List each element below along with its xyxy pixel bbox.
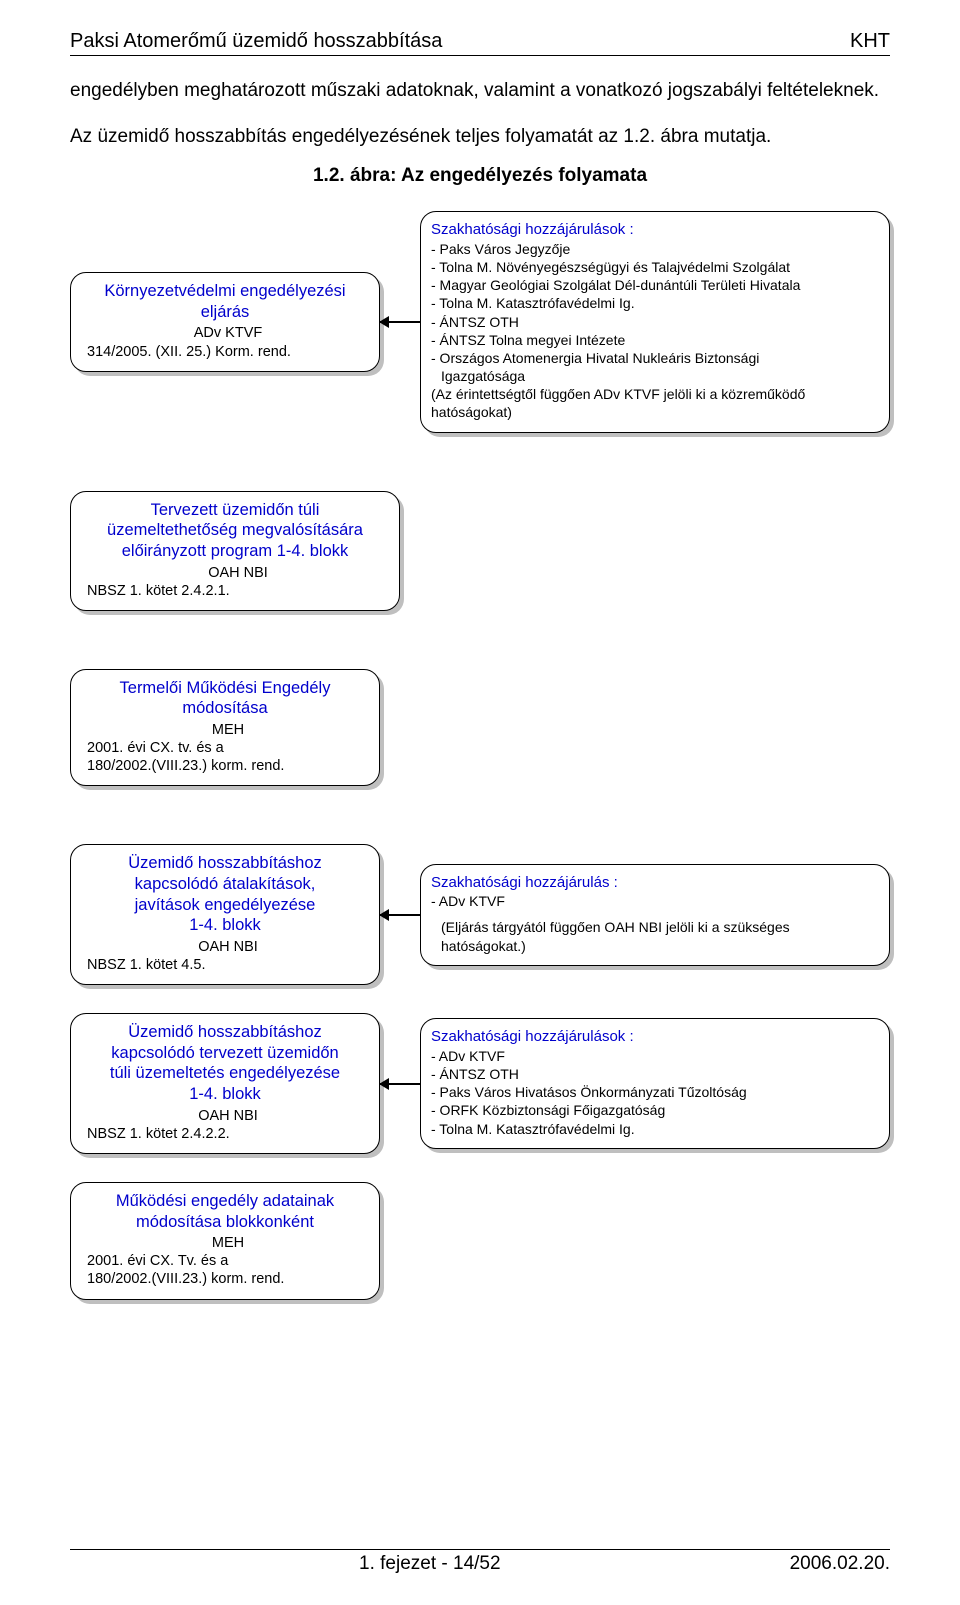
node-sub: NBSZ 1. kötet 2.4.2.2. — [81, 1125, 369, 1143]
intro-paragraph-1: engedélyben meghatározott műszaki adatok… — [70, 78, 890, 104]
node-title-line: előirányzott program 1-4. blokk — [122, 542, 349, 560]
annotation-line: hatóságokat.) — [431, 937, 879, 955]
node-title-line: 1-4. blokk — [189, 1085, 261, 1103]
annotation-line: (Eljárás tárgyától függően OAH NBI jelöl… — [431, 918, 879, 936]
diagram-row-3: Termelői Működési Engedély módosítása ME… — [70, 669, 890, 787]
diagram-row-5: Üzemidő hosszabbításhoz kapcsolódó terve… — [70, 1013, 890, 1154]
node-sub: 2001. évi CX. tv. és a — [81, 739, 369, 757]
page-header: Paksi Atomerőmű üzemidő hosszabbítása KH… — [70, 30, 890, 56]
node-title-line: kapcsolódó tervezett üzemidőn — [111, 1044, 338, 1062]
node-title-line: Működési engedély adatainak — [116, 1192, 334, 1210]
node-title-line: eljárás — [201, 303, 250, 321]
header-left: Paksi Atomerőmű üzemidő hosszabbítása — [70, 30, 442, 53]
annotation-authorities-1: Szakhatósági hozzájárulások : - Paks Vár… — [420, 211, 890, 432]
diagram-row-2: Tervezett üzemidőn túli üzemeltethetőség… — [70, 491, 890, 611]
annotation-header: Szakhatósági hozzájárulások : — [431, 221, 634, 238]
annotation-body: Szakhatósági hozzájárulások : - ADv KTVF… — [431, 1027, 879, 1137]
node-sub: 180/2002.(VIII.23.) korm. rend. — [81, 757, 369, 775]
annotation-line: hatóságokat) — [431, 403, 879, 421]
node-sub: MEH — [81, 1234, 369, 1252]
page-footer: 1. fejezet - 14/52 2006.02.20. — [70, 1549, 890, 1575]
node-sub: 180/2002.(VIII.23.) korm. rend. — [81, 1270, 369, 1288]
annotation-authorities-3: Szakhatósági hozzájárulások : - ADv KTVF… — [420, 1018, 890, 1148]
connector-arrow — [380, 321, 420, 323]
node-title-line: Üzemidő hosszabbításhoz — [128, 854, 322, 872]
annotation-body: Szakhatósági hozzájárulások : - Paks Vár… — [431, 220, 879, 421]
header-right: KHT — [850, 30, 890, 53]
annotation-line: - ADv KTVF — [431, 892, 879, 910]
footer-right: 2006.02.20. — [790, 1553, 890, 1575]
page: Paksi Atomerőmű üzemidő hosszabbítása KH… — [0, 0, 960, 1605]
annotation-authorities-2: Szakhatósági hozzájárulás : - ADv KTVF (… — [420, 864, 890, 966]
node-planned-lifetime: Tervezett üzemidőn túli üzemeltethetőség… — [70, 491, 400, 611]
node-title-line: túli üzemeltetés engedélyezése — [110, 1064, 340, 1082]
annotation-body: Szakhatósági hozzájárulás : - ADv KTVF (… — [431, 873, 879, 955]
node-modifications-permit: Üzemidő hosszabbításhoz kapcsolódó átala… — [70, 844, 380, 985]
node-title: Tervezett üzemidőn túli üzemeltethetőség… — [81, 500, 389, 562]
annotation-line: - ORFK Közbiztonsági Főigazgatóság — [431, 1101, 879, 1119]
node-sub: OAH NBI — [81, 1107, 369, 1125]
node-title: Működési engedély adatainak módosítása b… — [81, 1191, 369, 1232]
node-title-line: Környezetvédelmi engedélyezési — [104, 282, 345, 300]
node-title-line: Termelői Működési Engedély — [120, 679, 331, 697]
node-title-line: kapcsolódó átalakítások, — [135, 875, 316, 893]
figure-caption: 1.2. ábra: Az engedélyezés folyamata — [70, 165, 890, 187]
node-env-permit: Környezetvédelmi engedélyezési eljárás A… — [70, 272, 380, 372]
annotation-line: - Tolna M. Növényegészségügyi és Talajvé… — [431, 258, 879, 276]
node-title: Termelői Működési Engedély módosítása — [81, 678, 369, 719]
node-title-line: módosítása blokkonként — [136, 1213, 314, 1231]
node-title-line: Tervezett üzemidőn túli — [151, 501, 320, 519]
node-sub: 314/2005. (XII. 25.) Korm. rend. — [81, 343, 369, 361]
annotation-header: Szakhatósági hozzájárulás : — [431, 874, 618, 891]
annotation-line: - Magyar Geológiai Szolgálat Dél-dunántú… — [431, 276, 879, 294]
annotation-line: - Tolna M. Katasztrófavédelmi Ig. — [431, 1120, 879, 1138]
annotation-line: (Az érintettségtől függően ADv KTVF jelö… — [431, 385, 879, 403]
node-sub: OAH NBI — [81, 938, 369, 956]
node-sub: 2001. évi CX. Tv. és a — [81, 1252, 369, 1270]
node-sub: NBSZ 1. kötet 4.5. — [81, 956, 369, 974]
node-operating-license-mod: Működési engedély adatainak módosítása b… — [70, 1182, 380, 1300]
annotation-line: - Országos Atomenergia Hivatal Nukleáris… — [431, 349, 879, 367]
annotation-line: Igazgatósága — [431, 367, 879, 385]
node-title: Üzemidő hosszabbításhoz kapcsolódó átala… — [81, 853, 369, 936]
node-title-line: Üzemidő hosszabbításhoz — [128, 1023, 322, 1041]
node-title-line: 1-4. blokk — [189, 916, 261, 934]
annotation-line: - ÁNTSZ OTH — [431, 1065, 879, 1083]
node-title-line: javítások engedélyezése — [135, 896, 316, 914]
footer-center: 1. fejezet - 14/52 — [359, 1553, 501, 1575]
node-sub: MEH — [81, 721, 369, 739]
annotation-line: - ÁNTSZ OTH — [431, 313, 879, 331]
node-sub: OAH NBI — [81, 564, 389, 582]
node-beyond-lifetime-permit: Üzemidő hosszabbításhoz kapcsolódó terve… — [70, 1013, 380, 1154]
connector-arrow — [380, 914, 420, 916]
flow-diagram: Környezetvédelmi engedélyezési eljárás A… — [70, 211, 890, 1299]
node-title-line: módosítása — [182, 699, 267, 717]
node-sub: NBSZ 1. kötet 2.4.2.1. — [81, 582, 389, 600]
annotation-line: - Tolna M. Katasztrófavédelmi Ig. — [431, 294, 879, 312]
annotation-line: - ÁNTSZ Tolna megyei Intézete — [431, 331, 879, 349]
node-title-line: üzemeltethetőség megvalósítására — [107, 521, 363, 539]
connector-arrow — [380, 1083, 420, 1085]
node-sub: ADv KTVF — [81, 324, 369, 342]
annotation-line: - Paks Város Jegyzője — [431, 240, 879, 258]
diagram-row-1: Környezetvédelmi engedélyezési eljárás A… — [70, 211, 890, 432]
node-title: Környezetvédelmi engedélyezési eljárás — [81, 281, 369, 322]
node-producer-license: Termelői Működési Engedély módosítása ME… — [70, 669, 380, 787]
annotation-line: - Paks Város Hivatásos Önkormányzati Tűz… — [431, 1083, 879, 1101]
diagram-row-4: Üzemidő hosszabbításhoz kapcsolódó átala… — [70, 844, 890, 985]
intro-paragraph-2: Az üzemidő hosszabbítás engedélyezésének… — [70, 124, 890, 150]
annotation-line: - ADv KTVF — [431, 1047, 879, 1065]
node-title: Üzemidő hosszabbításhoz kapcsolódó terve… — [81, 1022, 369, 1105]
annotation-header: Szakhatósági hozzájárulások : — [431, 1028, 634, 1045]
diagram-row-6: Működési engedély adatainak módosítása b… — [70, 1182, 890, 1300]
